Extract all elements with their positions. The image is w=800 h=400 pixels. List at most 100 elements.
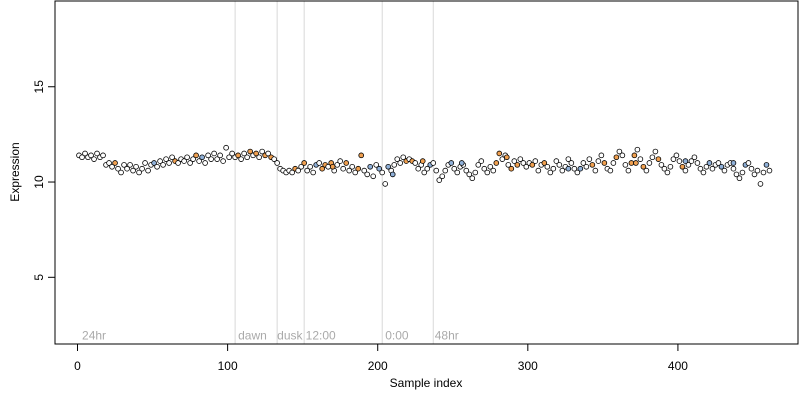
data-point — [613, 154, 620, 161]
data-point — [493, 160, 500, 166]
data-point — [400, 154, 407, 161]
data-point — [419, 158, 426, 164]
data-point — [223, 144, 229, 151]
data-point — [169, 154, 175, 161]
data-point — [574, 169, 581, 176]
data-point — [100, 152, 106, 159]
data-point — [514, 162, 521, 168]
data-point — [376, 165, 383, 172]
data-point — [205, 152, 211, 159]
data-point — [484, 169, 491, 176]
data-point — [184, 154, 190, 161]
data-point — [703, 163, 710, 170]
data-point — [550, 165, 557, 172]
data-point — [367, 163, 374, 170]
y-tick-label: 15 — [32, 80, 46, 94]
data-point — [700, 169, 707, 176]
data-point — [415, 165, 422, 172]
data-point — [478, 158, 485, 164]
data-point — [535, 167, 542, 174]
data-point — [487, 163, 494, 170]
data-point — [106, 160, 112, 166]
annotation-label: dawn — [238, 328, 267, 342]
data-point — [160, 162, 166, 168]
data-point — [685, 162, 692, 168]
data-point — [241, 150, 247, 157]
data-point — [301, 160, 307, 166]
data-point — [151, 160, 157, 166]
data-point — [389, 171, 396, 178]
data-point — [745, 160, 752, 166]
data-point — [199, 154, 205, 161]
data-point — [541, 160, 548, 166]
data-point — [433, 167, 440, 174]
data-point — [565, 156, 572, 162]
data-point — [451, 165, 458, 172]
data-point — [523, 163, 530, 170]
data-point — [736, 175, 743, 182]
data-point — [730, 165, 737, 172]
data-point — [631, 152, 638, 159]
data-point — [757, 181, 764, 187]
data-point — [295, 167, 301, 174]
data-point — [622, 162, 629, 168]
data-point — [682, 167, 689, 174]
data-point — [481, 165, 488, 172]
data-point — [508, 165, 515, 172]
data-point — [253, 150, 259, 157]
data-point — [679, 163, 686, 170]
x-tick-label: 0 — [74, 359, 81, 373]
data-point — [466, 171, 473, 178]
data-point — [235, 152, 241, 159]
data-point — [181, 158, 187, 164]
data-point — [430, 160, 437, 166]
phase-annotations: 24hr dawn dusk 12:00 0:00 48hr — [82, 328, 459, 342]
data-point — [706, 160, 713, 166]
data-point — [397, 160, 404, 166]
data-point — [124, 165, 130, 172]
data-point — [616, 148, 623, 155]
data-point — [382, 181, 389, 187]
data-point — [370, 173, 377, 180]
data-point — [673, 152, 680, 159]
annotation-label: dusk — [277, 328, 303, 342]
data-point — [676, 158, 683, 164]
data-point — [79, 154, 85, 161]
data-point — [202, 160, 208, 166]
data-point — [274, 160, 280, 166]
data-point — [592, 167, 599, 174]
data-point — [373, 162, 380, 168]
data-point — [589, 162, 596, 168]
data-point — [115, 165, 121, 172]
data-point — [721, 167, 728, 174]
data-point — [355, 165, 362, 172]
data-point — [109, 163, 115, 170]
x-axis: 0 100 200 300 400 — [74, 343, 688, 373]
data-point — [226, 154, 232, 161]
data-point — [364, 171, 371, 178]
data-point — [610, 160, 617, 166]
data-point — [649, 154, 656, 161]
data-point — [127, 162, 133, 168]
data-point — [529, 162, 536, 168]
annotation-label: 0:00 — [385, 328, 409, 342]
data-point — [559, 167, 566, 174]
data-point — [715, 160, 722, 166]
data-point — [259, 148, 265, 155]
x-tick-label: 200 — [368, 359, 388, 373]
data-point — [490, 167, 497, 174]
data-point — [658, 162, 665, 168]
data-point — [265, 150, 271, 157]
data-point — [739, 169, 746, 176]
data-point — [349, 163, 356, 170]
data-point — [256, 154, 262, 161]
annotation-label: 12:00 — [306, 328, 336, 342]
data-point — [643, 167, 650, 174]
data-point — [196, 158, 202, 164]
data-point — [442, 167, 449, 174]
data-point — [211, 150, 217, 157]
x-tick-label: 300 — [518, 359, 538, 373]
data-point — [637, 156, 644, 162]
data-point — [130, 167, 136, 174]
